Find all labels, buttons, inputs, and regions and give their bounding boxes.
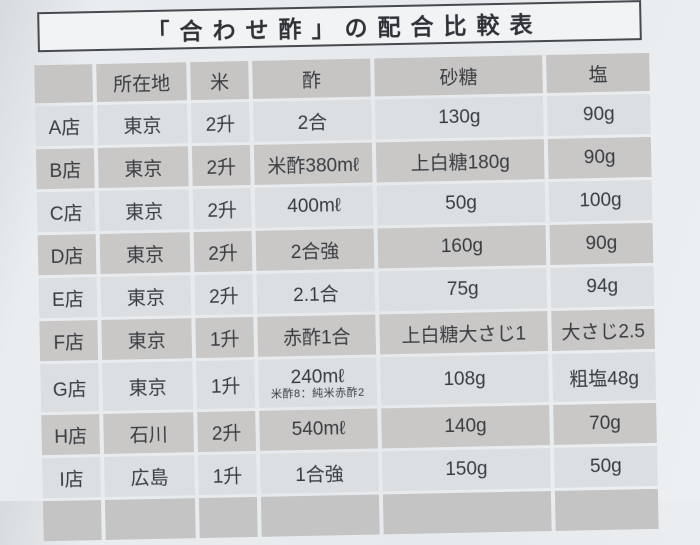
cell-empty bbox=[554, 488, 659, 531]
table-row: G店 東京 1升 240mℓ 米酢8：純米赤酢2 108g 粗塩48g bbox=[40, 351, 657, 413]
cell-sugar: 140g bbox=[381, 405, 550, 449]
cell-store: H店 bbox=[41, 414, 101, 456]
cell-location: 石川 bbox=[103, 412, 195, 454]
column-header-0 bbox=[34, 64, 93, 104]
cell-salt: 94g bbox=[550, 265, 655, 308]
cell-store: A店 bbox=[35, 105, 94, 147]
cell-sugar: 108g bbox=[380, 354, 550, 406]
cell-location: 東京 bbox=[98, 189, 190, 232]
cell-store: F店 bbox=[39, 320, 99, 362]
photo-content: 「合わせ酢」の配合比較表 所在地米酢砂糖塩 A店 東京 2升 2合 130g 90g B店東… bbox=[34, 0, 659, 542]
cell-vinegar: 赤酢1合 bbox=[257, 314, 377, 357]
column-header-4: 砂糖 bbox=[374, 55, 543, 97]
vinegar-note: 米酢8：純米赤酢2 bbox=[270, 386, 365, 401]
cell-empty bbox=[104, 498, 196, 540]
cell-sugar: 75g bbox=[378, 268, 548, 312]
cell-salt: 70g bbox=[553, 402, 657, 445]
page-title: 「合わせ酢」の配合比較表 bbox=[146, 11, 543, 46]
cell-vinegar: 400mℓ bbox=[254, 185, 374, 228]
cell-rice: 2升 bbox=[191, 144, 251, 187]
column-header-3: 酢 bbox=[252, 58, 371, 99]
cell-store: D店 bbox=[37, 234, 97, 276]
cell-empty bbox=[42, 500, 102, 542]
cell-rice: 1升 bbox=[198, 453, 257, 496]
cell-salt: 50g bbox=[554, 445, 658, 488]
cell-vinegar: 2.1合 bbox=[256, 271, 376, 314]
cell-salt: 90g bbox=[549, 222, 654, 265]
comparison-table: 所在地米酢砂糖塩 A店 東京 2升 2合 130g 90g B店 東京 2升 米酢380mℓ 上白糖… bbox=[30, 50, 663, 544]
cell-location: 東京 bbox=[101, 318, 193, 360]
cell-sugar: 上白糖180g bbox=[375, 139, 545, 183]
title-box: 「合わせ酢」の配合比較表 bbox=[37, 0, 642, 53]
cell-sugar: 130g bbox=[374, 96, 544, 140]
cell-location: 東京 bbox=[97, 146, 189, 189]
cell-store: B店 bbox=[35, 148, 95, 190]
cell-store: G店 bbox=[40, 363, 100, 413]
cell-rice: 2升 bbox=[191, 101, 250, 144]
cell-sugar: 150g bbox=[382, 448, 551, 492]
cell-salt: 90g bbox=[546, 93, 651, 137]
column-header-2: 米 bbox=[190, 61, 249, 101]
cell-vinegar: 540mℓ bbox=[259, 408, 378, 451]
column-header-1: 所在地 bbox=[96, 62, 187, 103]
cell-vinegar: 1合強 bbox=[260, 451, 379, 494]
table-body: A店 東京 2升 2合 130g 90g B店 東京 2升 米酢380mℓ 上白糖180g 90g C店… bbox=[35, 93, 659, 542]
cell-sugar: 50g bbox=[376, 182, 546, 226]
column-header-5: 塩 bbox=[546, 52, 650, 94]
cell-empty bbox=[382, 491, 552, 535]
cell-rice: 2升 bbox=[192, 187, 252, 230]
cell-sugar: 上白糖大さじ1 bbox=[379, 311, 549, 355]
vinegar-amount: 240mℓ bbox=[290, 365, 345, 388]
cell-vinegar: 2合強 bbox=[255, 228, 375, 271]
cell-location: 東京 bbox=[97, 103, 188, 146]
cell-rice: 1升 bbox=[196, 359, 256, 410]
cell-vinegar: 240mℓ 米酢8：純米赤酢2 bbox=[258, 357, 378, 408]
cell-empty bbox=[198, 496, 258, 539]
cell-location: 東京 bbox=[102, 361, 194, 411]
cell-rice: 2升 bbox=[197, 410, 257, 453]
table-row-cutoff bbox=[42, 488, 659, 542]
cell-sugar: 160g bbox=[377, 225, 547, 269]
cell-store: I店 bbox=[42, 457, 101, 499]
cell-vinegar: 2合 bbox=[252, 99, 372, 142]
cell-store: E店 bbox=[38, 277, 98, 319]
cell-store: C店 bbox=[36, 191, 96, 233]
cell-salt: 大さじ2.5 bbox=[551, 308, 656, 351]
cell-location: 東京 bbox=[99, 232, 191, 275]
cell-rice: 2升 bbox=[193, 230, 253, 273]
cell-location: 広島 bbox=[104, 455, 195, 497]
cell-vinegar: 米酢380mℓ bbox=[253, 142, 373, 185]
cell-salt: 粗塩48g bbox=[552, 351, 657, 402]
cell-rice: 1升 bbox=[195, 316, 255, 359]
cell-location: 東京 bbox=[100, 275, 192, 318]
cell-salt: 90g bbox=[547, 136, 652, 179]
cell-rice: 2升 bbox=[194, 273, 254, 316]
cell-salt: 100g bbox=[548, 179, 653, 222]
